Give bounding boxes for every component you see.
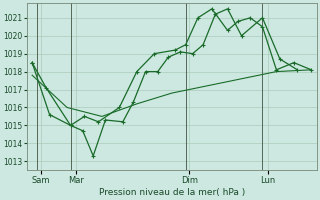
X-axis label: Pression niveau de la mer( hPa ): Pression niveau de la mer( hPa ): [99, 188, 245, 197]
